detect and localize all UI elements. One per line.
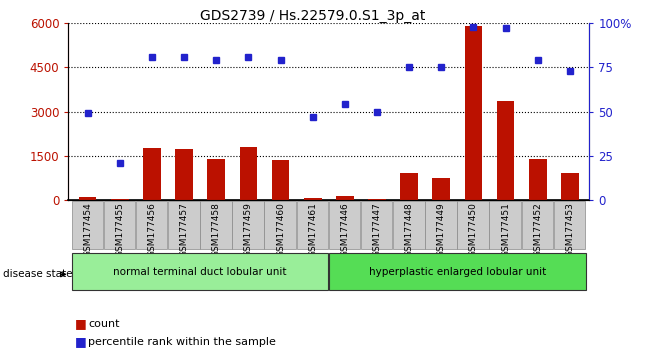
Bar [72,200,103,249]
Text: GSM177453: GSM177453 [565,202,574,257]
Bar [329,200,360,249]
Text: GSM177452: GSM177452 [533,202,542,257]
Text: normal terminal duct lobular unit: normal terminal duct lobular unit [113,267,287,277]
Bar [561,173,579,200]
Text: ■: ■ [75,318,87,330]
Bar [264,200,296,249]
Bar [393,200,424,249]
Bar [490,200,521,249]
Bar [304,198,322,200]
Bar [425,200,457,249]
Bar [329,253,586,290]
Bar [529,159,547,200]
Bar [175,149,193,200]
Bar [271,160,290,200]
Bar [143,148,161,200]
Bar [72,253,328,290]
Text: GSM177454: GSM177454 [83,202,92,257]
Bar [200,200,232,249]
Bar [111,199,129,200]
Text: GSM177447: GSM177447 [372,202,381,257]
Text: GSM177456: GSM177456 [147,202,156,257]
Bar [240,147,257,200]
Text: GDS2739 / Hs.22579.0.S1_3p_at: GDS2739 / Hs.22579.0.S1_3p_at [200,9,425,23]
Bar [297,200,328,249]
Text: disease state: disease state [3,269,73,279]
Text: GSM177460: GSM177460 [276,202,285,257]
Bar [554,200,585,249]
Text: GSM177457: GSM177457 [180,202,189,257]
Bar [458,200,489,249]
Text: GSM177451: GSM177451 [501,202,510,257]
Text: GSM177446: GSM177446 [340,202,350,257]
Bar [432,178,450,200]
Bar [336,196,353,200]
Text: GSM177450: GSM177450 [469,202,478,257]
Text: GSM177461: GSM177461 [308,202,317,257]
Bar [208,159,225,200]
Bar [104,200,135,249]
Text: GSM177449: GSM177449 [437,202,446,257]
Text: GSM177455: GSM177455 [115,202,124,257]
Text: percentile rank within the sample: percentile rank within the sample [88,337,276,347]
Bar [521,200,553,249]
Bar [497,101,514,200]
Text: GSM177459: GSM177459 [244,202,253,257]
Bar [232,200,264,249]
Text: count: count [88,319,119,329]
Bar [361,200,393,249]
Bar [368,199,386,200]
Text: hyperplastic enlarged lobular unit: hyperplastic enlarged lobular unit [368,267,546,277]
Bar [465,26,482,200]
Bar [79,197,96,200]
Text: GSM177458: GSM177458 [212,202,221,257]
Text: GSM177448: GSM177448 [405,202,413,257]
Bar [168,200,199,249]
Bar [136,200,167,249]
Bar [400,173,418,200]
Text: ■: ■ [75,335,87,348]
